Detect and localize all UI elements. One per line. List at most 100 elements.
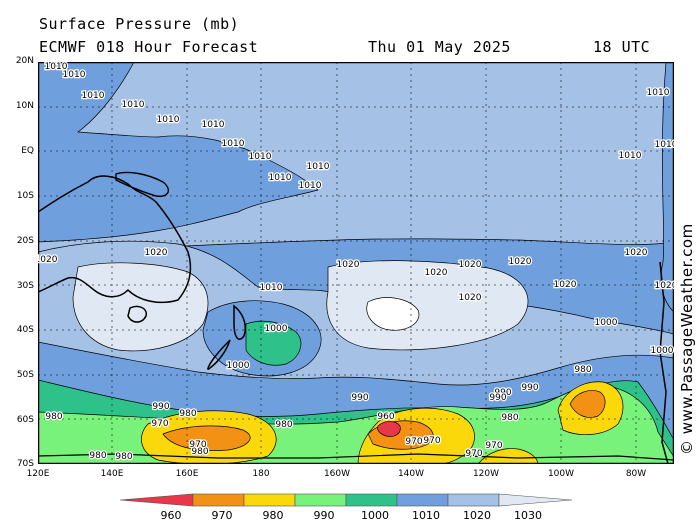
contour-label: 990 bbox=[521, 383, 538, 393]
credit-watermark: © www.PassageWeather.com bbox=[678, 223, 696, 455]
lat-label-40s: 40S bbox=[16, 325, 34, 335]
model-label: ECMWF 018 Hour Forecast bbox=[39, 38, 259, 56]
contour-label: 980 bbox=[89, 451, 106, 461]
contour-label: 990 bbox=[152, 402, 169, 412]
australia-coast bbox=[38, 175, 192, 304]
contour-label: 1020 bbox=[459, 293, 482, 303]
contour-label: 1020 bbox=[337, 260, 360, 270]
band-960-east bbox=[569, 390, 606, 418]
contour-label: 1010 bbox=[202, 120, 225, 130]
contour-label: 980 bbox=[275, 420, 292, 430]
contour-label: 1010 bbox=[619, 151, 642, 161]
contour-label: 990 bbox=[489, 393, 506, 403]
contour-label: 980 bbox=[191, 447, 208, 457]
tasmania-coast bbox=[127, 305, 147, 323]
contour-label: 1010 bbox=[647, 88, 670, 98]
colorbar-label-1030: 1030 bbox=[514, 509, 542, 522]
lon-label-140e: 140E bbox=[100, 469, 124, 479]
contour-label: 1010 bbox=[63, 70, 86, 80]
contour-label: 960 bbox=[377, 412, 394, 422]
contour-label: 1020 bbox=[38, 255, 58, 265]
colorbar-label-990: 990 bbox=[313, 509, 335, 522]
contour-label: 980 bbox=[115, 452, 132, 462]
contour-label: 1020 bbox=[554, 280, 577, 290]
contour-label: 1020 bbox=[509, 257, 532, 267]
contour-label: 980 bbox=[574, 365, 591, 375]
south-america-coast bbox=[659, 261, 669, 464]
colorbar-swatch bbox=[498, 493, 573, 507]
pressure-map: 1020 1020 1020 1020 1020 1020 1020 1020 1020 1020… bbox=[38, 62, 674, 464]
lat-label-10s: 10S bbox=[16, 191, 34, 201]
contour-label: 1020 bbox=[425, 268, 448, 278]
lat-label-20n: 20N bbox=[15, 56, 34, 66]
contour-label: 1020 bbox=[459, 260, 482, 270]
colorbar-swatch bbox=[345, 493, 398, 507]
lon-label-120w: 120W bbox=[472, 469, 500, 479]
lat-label-30s: 30S bbox=[16, 281, 34, 291]
band-970-se bbox=[477, 448, 539, 464]
contour-label: 1020 bbox=[655, 281, 674, 291]
pressure-colorbar bbox=[119, 493, 573, 507]
colorbar-swatch bbox=[243, 493, 296, 507]
contour-label: 970 bbox=[151, 419, 168, 429]
new-guinea-coast bbox=[115, 171, 170, 197]
low-990-nz bbox=[245, 320, 302, 366]
contour-label: 980 bbox=[501, 413, 518, 423]
nz-south-coast bbox=[207, 339, 231, 370]
contour-label: 980 bbox=[179, 409, 196, 419]
colorbar-label-1000: 1000 bbox=[361, 509, 389, 522]
band-1010-tropics bbox=[38, 62, 319, 243]
contour-label: 990 bbox=[351, 393, 368, 403]
contour-label: 1010 bbox=[260, 283, 283, 293]
band-960-west bbox=[162, 425, 251, 451]
contour-label: 1010 bbox=[307, 162, 330, 172]
contour-label: 1010 bbox=[157, 115, 180, 125]
contour-label: 1010 bbox=[269, 173, 292, 183]
contour-label: 1010 bbox=[222, 139, 245, 149]
colorbar-swatch bbox=[396, 493, 449, 507]
lat-label-20s: 20S bbox=[16, 236, 34, 246]
colorbar-swatch bbox=[119, 493, 194, 507]
valid-time: 18 UTC bbox=[593, 38, 651, 56]
contour-label: 970 bbox=[465, 449, 482, 459]
contour-label: 1000 bbox=[227, 361, 250, 371]
lat-label-eq: EQ bbox=[21, 146, 34, 156]
contour-label: 1010 bbox=[299, 181, 322, 191]
colorbar-swatch bbox=[294, 493, 347, 507]
lon-label-100w: 100W bbox=[547, 469, 575, 479]
contour-label: 1010 bbox=[45, 62, 68, 72]
map-title: Surface Pressure (mb) bbox=[39, 15, 240, 33]
colorbar-label-970: 970 bbox=[211, 509, 233, 522]
band-1020-east bbox=[660, 62, 674, 313]
colorbar-label-1010: 1010 bbox=[412, 509, 440, 522]
contour-label: 1000 bbox=[265, 324, 288, 334]
lon-label-180: 180 bbox=[252, 469, 270, 479]
lon-label-160w: 160W bbox=[323, 469, 351, 479]
contour-label: 1020 bbox=[145, 248, 168, 258]
lon-label-120e: 120E bbox=[26, 469, 50, 479]
contour-label: 1020 bbox=[625, 248, 648, 258]
colorbar-swatch bbox=[192, 493, 245, 507]
colorbar-label-960: 960 bbox=[160, 509, 182, 522]
contour-label: 970 bbox=[405, 437, 422, 447]
contour-label: 970 bbox=[423, 436, 440, 446]
nz-north-coast bbox=[233, 304, 246, 340]
lon-label-140w: 140W bbox=[397, 469, 425, 479]
colorbar-swatch bbox=[447, 493, 500, 507]
lon-label-160e: 160E bbox=[175, 469, 199, 479]
lat-label-70s: 70S bbox=[16, 459, 34, 469]
lat-label-50s: 50S bbox=[16, 370, 34, 380]
high-center bbox=[366, 297, 420, 331]
antarctica-coast bbox=[38, 453, 674, 461]
contour-label: 1010 bbox=[82, 91, 105, 101]
colorbar-label-1020: 1020 bbox=[463, 509, 491, 522]
contour-label: 970 bbox=[189, 440, 206, 450]
contour-label: 1000 bbox=[595, 318, 618, 328]
colorbar-label-980: 980 bbox=[262, 509, 284, 522]
contour-label: 970 bbox=[485, 441, 502, 451]
lon-label-80w: 80W bbox=[625, 469, 647, 479]
valid-date: Thu 01 May 2025 bbox=[368, 38, 511, 56]
contour-label: 990 bbox=[494, 388, 511, 398]
band-950 bbox=[377, 421, 401, 437]
high-1030-pacific bbox=[326, 260, 529, 351]
